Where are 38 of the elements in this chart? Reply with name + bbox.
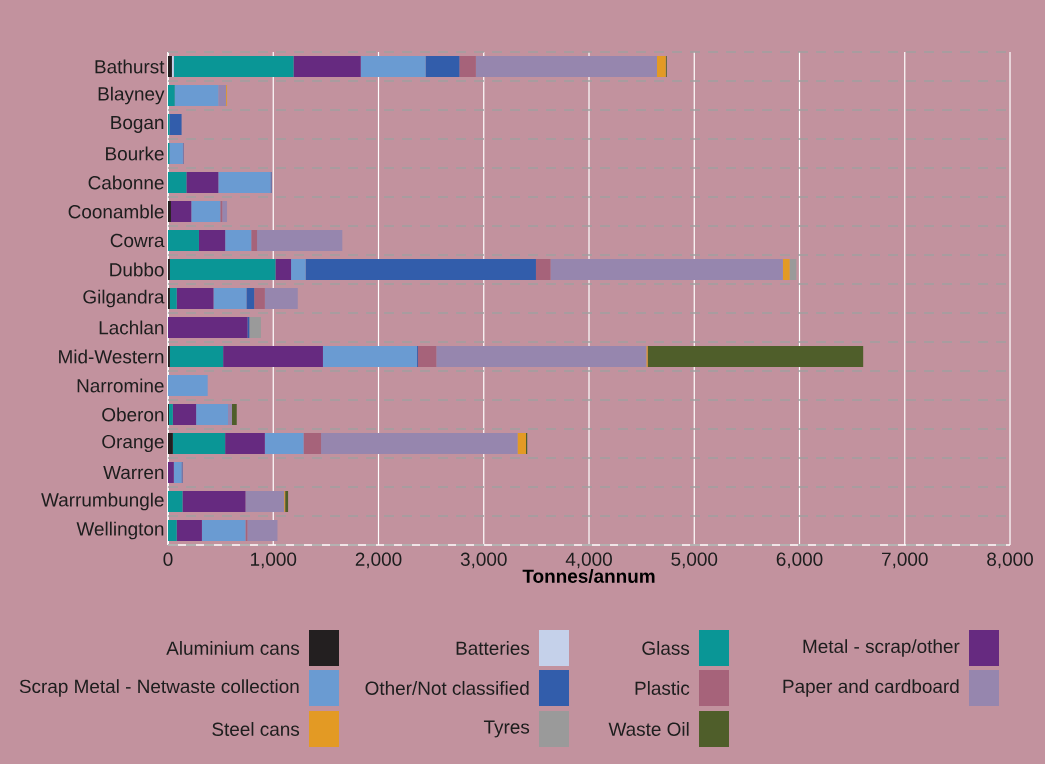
y-tick-label: Bathurst	[95, 59, 165, 74]
y-tick-label: Warren	[103, 465, 164, 480]
y-tick-label: Cowra	[110, 233, 165, 248]
x-tick-label: 3,000	[460, 552, 507, 569]
y-tick-label: Narromine	[77, 378, 164, 393]
y-tick-label: Lachlan	[99, 320, 164, 335]
legend-label: Aluminium cans	[166, 641, 300, 655]
legend-label: Other/Not classified	[365, 681, 529, 695]
y-tick-label: Wellington	[76, 521, 164, 540]
y-tick-label: Warrumbungle	[41, 492, 164, 511]
y-tick-label: Oberon	[102, 407, 164, 422]
x-tick-label: 2,000	[355, 552, 402, 569]
y-tick-label: Bogan	[111, 116, 164, 133]
legend-label: Tyres	[483, 720, 530, 738]
legend-label: Metal - scrap/other	[803, 639, 960, 657]
y-tick-label: Dubbo	[110, 262, 164, 277]
y-tick-label: Cabonne	[88, 175, 164, 190]
y-tick-label: Bourke	[106, 146, 164, 161]
legend-label: Batteries	[456, 641, 530, 655]
legend-label: Steel cans	[212, 722, 300, 736]
legend-label: Scrap Metal - Netwaste collection	[19, 679, 299, 697]
x-tick-label: 6,000	[776, 552, 823, 569]
legend-label: Plastic	[635, 681, 690, 695]
x-tick-label: 4,000	[565, 552, 612, 569]
x-axis-title: Tonnes/annum	[522, 568, 655, 584]
legend-label: Glass	[642, 641, 690, 655]
legend-label: Waste Oil	[608, 722, 689, 736]
legend-label: Paper and cardboard	[783, 679, 959, 697]
y-tick-label: Mid-Western	[59, 349, 164, 364]
y-tick-label: Orange	[102, 434, 164, 453]
x-tick-label: 7,000	[882, 552, 928, 569]
x-tick-label: 8,000	[987, 552, 1033, 569]
x-tick-label: 5,000	[671, 552, 718, 569]
x-tick-label: 1,000	[251, 552, 297, 569]
y-tick-label: Coonamble	[68, 204, 164, 219]
y-tick-label: Blayney	[98, 86, 165, 105]
x-tick-label: 0	[163, 552, 173, 566]
y-tick-label: Gilgandra	[83, 289, 165, 308]
